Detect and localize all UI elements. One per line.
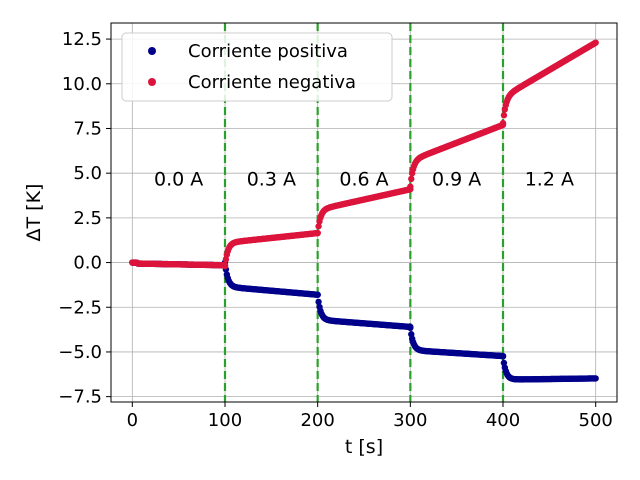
data-point: [315, 298, 322, 306]
y-tick-label: 12.5: [62, 29, 102, 50]
legend-box: [121, 32, 393, 102]
data-point: [500, 112, 508, 119]
x-axis-label: t [s]: [345, 436, 383, 458]
data-point: [407, 183, 414, 190]
data-point: [592, 375, 599, 382]
legend-marker: [148, 47, 156, 55]
y-tick-label: 7.5: [73, 118, 102, 139]
y-tick-label: −5.0: [58, 342, 102, 363]
y-tick-label: 0.0: [73, 253, 102, 274]
data-point: [592, 39, 599, 46]
current-label: 1.2 A: [525, 169, 574, 191]
data-point: [314, 291, 321, 298]
plot-frame: [110, 22, 618, 403]
data-point: [407, 324, 414, 332]
series-corriente-negativa: [129, 39, 599, 270]
data-point: [222, 256, 230, 263]
x-tick-label: 400: [486, 410, 520, 431]
current-label: 0.9 A: [432, 169, 481, 191]
data-point: [314, 229, 321, 237]
x-tick-label: 0: [127, 410, 138, 431]
x-tick-label: 100: [208, 410, 242, 431]
series-corriente-positiva: [129, 259, 599, 383]
data-point: [408, 175, 415, 183]
y-tick-label: 2.5: [73, 208, 102, 229]
y-tick-label: 10.0: [62, 74, 102, 95]
y-axis-label: ΔT [K]: [23, 184, 45, 242]
legend-entry: Corriente negativa: [188, 72, 356, 93]
y-tick-label: −7.5: [58, 387, 102, 408]
legend-marker: [148, 78, 156, 86]
data-point: [221, 262, 229, 270]
axes: 0 100 200 300 400 500 −7.5 −5.0 −2.5 0.0 2.5 5.0 7.5…: [23, 22, 618, 458]
data-point: [315, 223, 322, 230]
legend: Corriente positiva Corriente negativa: [121, 32, 393, 102]
current-label: 0.6 A: [339, 169, 388, 191]
current-label: 0.0 A: [154, 169, 203, 191]
y-tick-label: 5.0: [73, 163, 102, 184]
legend-entry: Corriente positiva: [188, 41, 348, 62]
current-label: 0.3 A: [247, 169, 296, 191]
data-point: [499, 119, 507, 127]
x-tick-label: 200: [300, 410, 334, 431]
x-tick-label: 500: [579, 410, 613, 431]
data-point: [499, 353, 507, 360]
current-labels: 0.0 A 0.3 A 0.6 A 0.9 A 1.2 A: [154, 169, 574, 191]
x-tick-label: 300: [393, 410, 427, 431]
data-series: [129, 39, 599, 383]
y-tick-label: −2.5: [58, 297, 102, 318]
